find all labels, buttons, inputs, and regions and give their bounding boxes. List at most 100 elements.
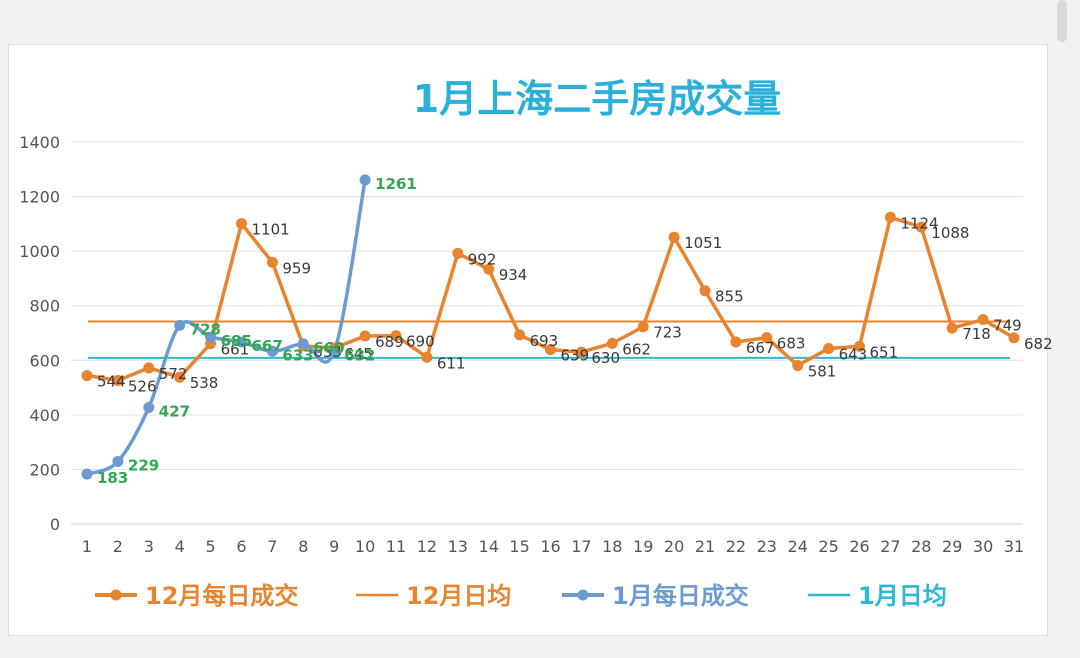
data-point-december: [236, 218, 247, 230]
legend-marker: [110, 589, 122, 601]
legend-label: 1月每日成交: [612, 582, 749, 610]
data-label-december: 718: [962, 325, 991, 343]
data-point-december: [545, 344, 556, 356]
legend-label: 12月日均: [406, 582, 511, 610]
x-tick-label: 24: [788, 537, 808, 556]
series-line-january: [86, 179, 367, 476]
data-label-december: 1101: [252, 221, 290, 239]
y-axis: 0 200 400 600 800 1000 1200 1400: [19, 133, 60, 534]
plot-area: [81, 174, 1020, 480]
x-tick-label: 19: [633, 537, 653, 556]
data-label-january: 632: [344, 347, 375, 365]
x-tick-label: 10: [355, 537, 375, 556]
legend-label: 12月每日成交: [145, 582, 298, 610]
x-tick-label: 27: [880, 537, 900, 556]
data-label-january: 728: [190, 320, 221, 338]
y-tick-label: 0: [50, 515, 60, 534]
data-label-december: 611: [437, 354, 466, 372]
x-tick-label: 2: [113, 537, 123, 556]
y-tick-label: 400: [29, 406, 60, 425]
x-tick-label: 4: [175, 537, 185, 556]
data-point-december: [606, 337, 618, 349]
data-label-december: 1051: [684, 234, 722, 252]
x-tick-label: 20: [664, 537, 684, 556]
x-tick-label: 13: [448, 537, 468, 556]
x-tick-label: 23: [757, 537, 777, 556]
data-point-december: [761, 332, 773, 344]
data-label-january: 667: [252, 337, 283, 355]
legend-item: 12月日均: [356, 582, 511, 610]
data-point-december: [884, 211, 896, 223]
x-tick-label: 30: [973, 537, 993, 556]
data-label-december: 992: [468, 250, 497, 268]
data-label-december: 689: [375, 333, 404, 351]
data-label-december: 662: [622, 340, 651, 358]
data-label-december: 667: [746, 339, 775, 357]
data-point-january: [266, 345, 278, 357]
data-label-january: 660: [313, 339, 344, 357]
y-tick-label: 1000: [19, 242, 60, 261]
data-point-december: [854, 340, 865, 352]
data-point-january: [236, 336, 247, 348]
x-tick-label: 22: [726, 537, 746, 556]
x-tick-label: 17: [571, 537, 591, 556]
data-point-january: [205, 331, 217, 343]
data-point-january: [359, 174, 371, 186]
data-label-january: 685: [221, 332, 252, 350]
data-point-january: [112, 456, 124, 468]
y-tick-label: 600: [29, 351, 60, 370]
data-point-december: [143, 362, 155, 374]
x-tick-label: 16: [540, 537, 560, 556]
legend-item: 12月每日成交: [95, 582, 298, 610]
data-label-december: 581: [808, 362, 837, 380]
data-label-december: 643: [839, 346, 868, 364]
data-point-january: [328, 346, 340, 358]
legend-label: 1月日均: [858, 582, 947, 610]
data-point-january: [81, 468, 93, 480]
data-label-january: 1261: [375, 175, 417, 193]
data-point-december: [266, 256, 278, 268]
data-label-january: 633: [282, 346, 313, 364]
data-label-december: 572: [159, 365, 188, 383]
data-label-december: 544: [97, 373, 126, 391]
legend: 12月每日成交 12月日均 1月每日成交 1月日均: [95, 582, 947, 610]
x-tick-label: 9: [329, 537, 339, 556]
data-label-december: 630: [591, 349, 620, 367]
data-label-december: 1088: [931, 224, 969, 242]
x-tick-label: 12: [417, 537, 437, 556]
legend-item: 1月日均: [808, 582, 947, 610]
data-label-december: 855: [715, 288, 744, 306]
x-tick-label: 1: [82, 537, 92, 556]
x-tick-label: 21: [695, 537, 715, 556]
data-label-december: 661: [221, 341, 250, 359]
data-label-december: 749: [993, 317, 1022, 335]
x-tick-label: 31: [1004, 537, 1024, 556]
data-label-january: 183: [97, 469, 128, 487]
data-point-january: [297, 338, 309, 350]
data-point-december: [421, 351, 433, 363]
x-axis: 1 2 3 4 5 6 7 8 9 10 11 12 13 14 15 16 17 18 19 20 21 22 23 24 2…: [82, 537, 1024, 556]
y-tick-label: 200: [29, 460, 60, 479]
data-point-december: [112, 374, 124, 386]
x-tick-label: 28: [911, 537, 931, 556]
data-label-december: 690: [406, 333, 435, 351]
data-label-december: 682: [1024, 335, 1053, 353]
x-tick-label: 14: [479, 537, 499, 556]
y-tick-label: 800: [29, 297, 60, 316]
data-label-december: 538: [190, 374, 219, 392]
x-tick-label: 15: [509, 537, 529, 556]
data-label-december: 934: [499, 266, 528, 284]
x-tick-label: 7: [267, 537, 277, 556]
data-label-december: 645: [344, 345, 373, 363]
data-point-december: [174, 371, 186, 383]
legend-marker: [577, 589, 589, 601]
x-tick-label: 5: [206, 537, 216, 556]
data-point-december: [792, 359, 804, 371]
data-point-december: [668, 231, 680, 243]
chart-title: 1月上海二手房成交量: [413, 77, 781, 121]
data-point-december: [823, 343, 835, 355]
data-point-december: [452, 247, 464, 259]
scrollbar[interactable]: [1057, 0, 1067, 42]
data-label-december: 723: [653, 324, 682, 342]
